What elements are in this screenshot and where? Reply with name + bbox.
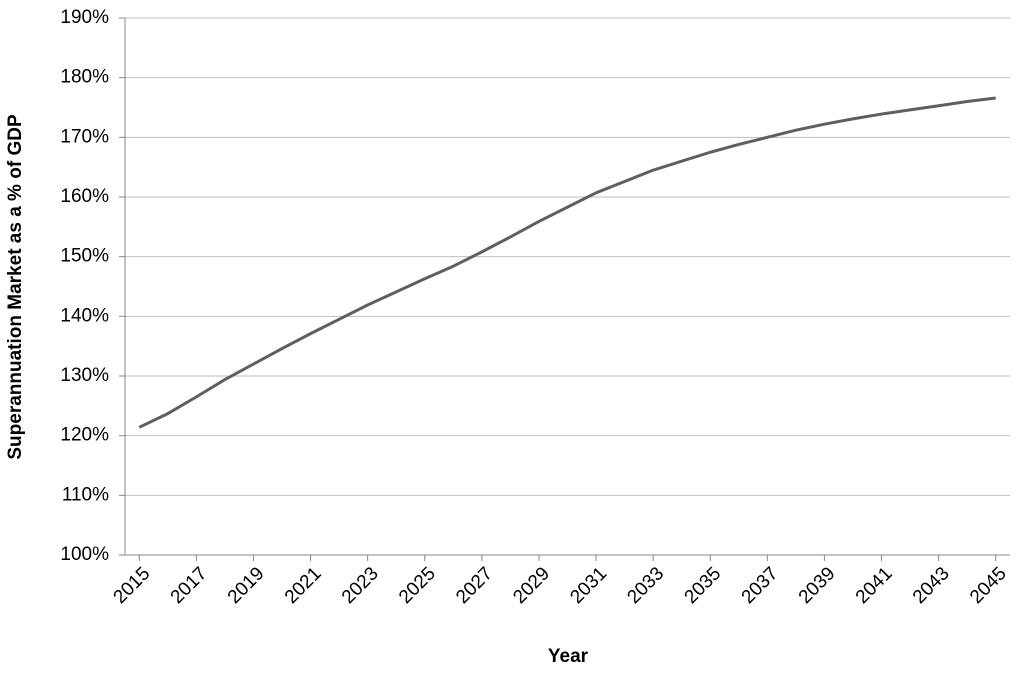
x-tick-label: 2031 xyxy=(566,563,611,608)
y-tick-label: 150% xyxy=(60,246,109,267)
y-tick-label: 160% xyxy=(60,186,109,207)
x-tick-label: 2033 xyxy=(623,563,668,608)
y-tick-label: 180% xyxy=(60,67,109,88)
x-tick-label: 2015 xyxy=(110,563,155,608)
y-tick-label: 130% xyxy=(60,365,109,386)
y-tick-label: 100% xyxy=(60,544,109,565)
x-tick-label: 2041 xyxy=(852,563,897,608)
x-tick-label: 2019 xyxy=(224,563,269,608)
y-tick-label: 110% xyxy=(62,484,109,505)
y-tick-label: 120% xyxy=(60,425,109,446)
y-tick-label: 140% xyxy=(60,305,109,326)
x-tick-label: 2023 xyxy=(338,563,383,608)
x-tick-label: 2045 xyxy=(966,563,1011,608)
x-tick-label: 2043 xyxy=(909,563,954,608)
y-axis-title: Superannuation Market as a % of GDP xyxy=(5,114,26,460)
x-tick-label: 2021 xyxy=(281,563,326,608)
x-tick-label: 2025 xyxy=(395,563,440,608)
x-tick-label: 2029 xyxy=(509,563,554,608)
x-tick-label: 2035 xyxy=(681,563,726,608)
x-tick-label: 2017 xyxy=(167,563,212,608)
x-tick-label: 2037 xyxy=(738,563,783,608)
x-tick-label: 2039 xyxy=(795,563,840,608)
y-tick-label: 190% xyxy=(60,7,109,28)
x-tick-label: 2027 xyxy=(452,563,497,608)
data-line xyxy=(138,96,996,429)
y-tick-label: 170% xyxy=(60,126,109,147)
x-axis-title: Year xyxy=(548,646,589,667)
